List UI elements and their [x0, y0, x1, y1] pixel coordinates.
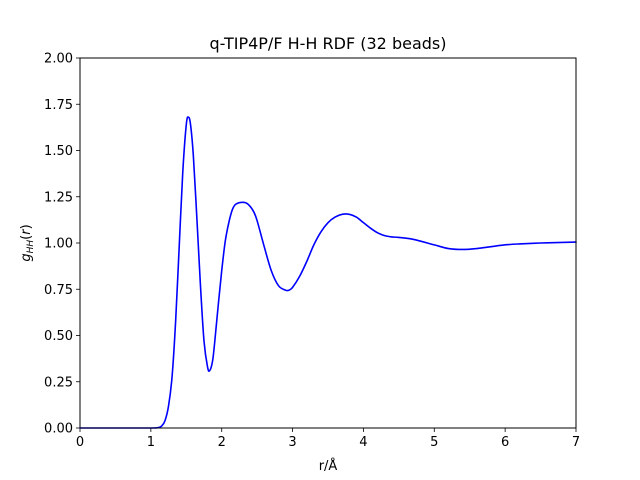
y-axis-label: gHH(r) [19, 224, 36, 261]
y-tick-label: 1.25 [44, 190, 73, 205]
y-axis-label-arg: ( [19, 235, 34, 240]
x-axis-label: r/Å [319, 458, 338, 474]
series-line [79, 116, 577, 429]
y-tick-label: 1.75 [44, 98, 73, 113]
y-axis-label-subscript: HH [26, 240, 36, 254]
plot-frame [79, 57, 577, 429]
y-tick-label: 0.00 [44, 422, 73, 437]
y-tick-label: 1.00 [44, 237, 73, 252]
x-tick-label: 4 [359, 435, 367, 450]
y-tick-label: 0.50 [44, 329, 73, 344]
y-tick-label: 1.50 [44, 144, 73, 159]
y-axis-label-g: g [19, 253, 34, 261]
x-tick-label: 3 [288, 435, 296, 450]
x-tick-label: 1 [147, 435, 155, 450]
x-tick-label: 6 [501, 435, 509, 450]
x-tick-label: 5 [430, 435, 438, 450]
y-axis-ticks: 0.00 0.25 0.50 0.75 1.00 1.25 1.50 1.75 2.00 [44, 52, 80, 437]
plot-area: 0 1 2 3 4 5 6 7 0.00 0.25 0.50 0.75 1.00 1.25 1.50 1.7… [44, 52, 580, 451]
y-axis-label-r: r [19, 228, 34, 235]
y-axis-label-close: ) [19, 224, 34, 229]
x-tick-label: 2 [218, 435, 226, 450]
x-axis-ticks: 0 1 2 3 4 5 6 7 [76, 428, 580, 450]
x-tick-label: 0 [76, 435, 84, 450]
chart-title: q-TIP4P/F H-H RDF (32 beads) [210, 34, 447, 53]
y-tick-label: 0.75 [44, 283, 73, 298]
y-tick-label: 2.00 [44, 52, 73, 67]
x-tick-label: 7 [572, 435, 580, 450]
plot-background [80, 58, 576, 428]
y-tick-label: 0.25 [44, 375, 73, 390]
